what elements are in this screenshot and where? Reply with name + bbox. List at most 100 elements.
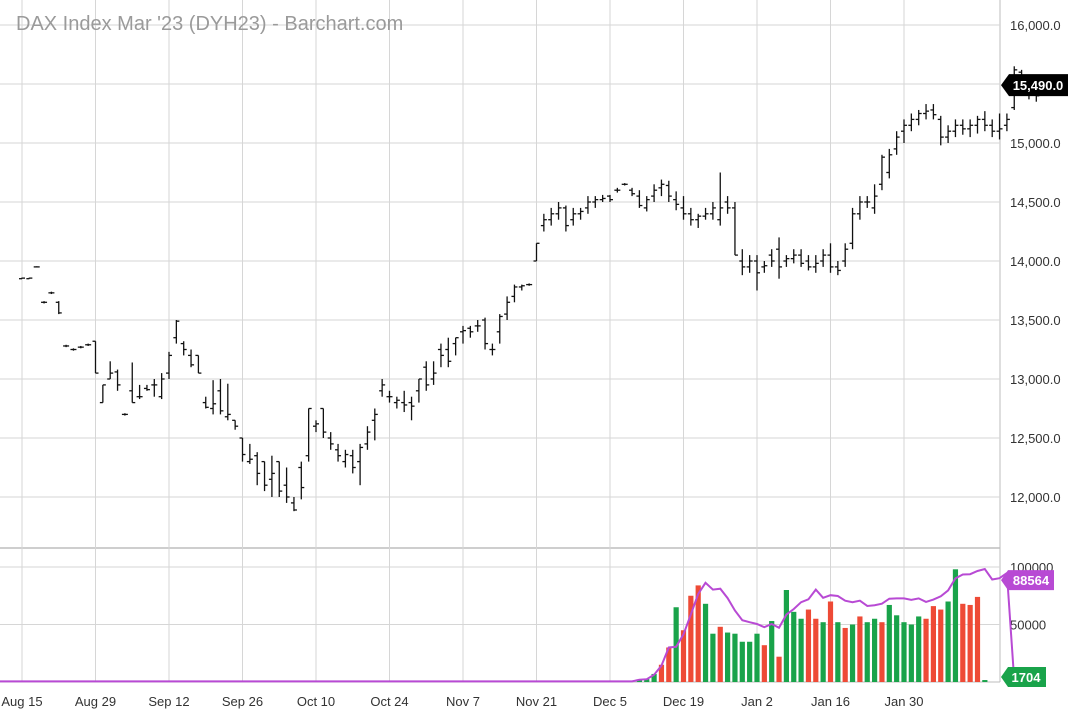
volume-bar — [894, 615, 900, 682]
ohlc-bar — [673, 191, 680, 211]
ohlc-bar — [798, 249, 805, 267]
ohlc-bar — [254, 452, 261, 486]
ohlc-bar — [651, 184, 658, 202]
volume-bar — [872, 618, 878, 682]
ohlc-bar — [452, 337, 459, 356]
volume-bar — [798, 618, 804, 682]
ohlc-bar — [63, 344, 70, 348]
ohlc-bar — [151, 379, 158, 397]
ohlc-bar — [217, 379, 224, 415]
y-tick-label: 15,000.0 — [1010, 136, 1061, 151]
ohlc-bar — [423, 361, 430, 391]
ohlc-bar — [511, 284, 518, 303]
ohlc-bar — [1003, 113, 1010, 132]
ohlc-bar — [26, 277, 33, 280]
ohlc-series — [19, 66, 1047, 512]
volume-bar — [710, 633, 716, 682]
ohlc-bar — [224, 383, 231, 421]
ohlc-bar — [437, 343, 444, 368]
volume-bar — [666, 647, 672, 682]
ohlc-bar — [687, 207, 694, 226]
volume-bar — [849, 624, 856, 682]
volume-y-tick-label: 50000 — [1010, 618, 1046, 633]
ohlc-bar — [761, 261, 768, 273]
ohlc-bar — [85, 343, 92, 346]
ohlc-bar — [695, 213, 702, 228]
ohlc-bar — [246, 443, 253, 464]
volume-bar — [835, 622, 841, 682]
ohlc-bar — [849, 207, 856, 250]
ohlc-bar — [188, 349, 195, 368]
ohlc-bar — [974, 115, 981, 134]
ohlc-bar — [342, 449, 349, 468]
volume-bar — [908, 624, 914, 682]
ohlc-bar — [504, 296, 511, 320]
ohlc-bar — [371, 408, 378, 441]
y-tick-label: 12,500.0 — [1010, 431, 1061, 446]
volume-bar — [725, 632, 731, 682]
ohlc-bar — [981, 111, 988, 132]
last-price-badge-shape — [1001, 74, 1068, 97]
volume-bar — [813, 618, 819, 682]
x-tick-label: Sep 26 — [222, 694, 263, 709]
ohlc-bar — [864, 196, 871, 208]
volume-bar — [945, 601, 951, 682]
volume-badge-shape — [1001, 667, 1046, 687]
ohlc-bar — [19, 277, 25, 280]
y-tick-label: 16,000.0 — [1010, 18, 1061, 33]
ohlc-bar — [856, 196, 863, 220]
ohlc-bar — [386, 390, 393, 403]
ohlc-bar — [526, 283, 533, 286]
ohlc-bar — [996, 113, 1003, 140]
ohlc-bar — [349, 449, 356, 474]
ohlc-bar — [33, 266, 40, 268]
volume-bar — [688, 595, 694, 682]
ohlc-bar — [908, 113, 915, 132]
ohlc-bar — [136, 384, 143, 400]
ohlc-bar — [592, 196, 599, 208]
ohlc-bar — [107, 361, 114, 380]
ohlc-bar — [548, 207, 555, 226]
ohlc-bar — [783, 255, 790, 267]
x-tick-label: Nov 7 — [446, 694, 480, 709]
ohlc-bar — [379, 379, 386, 397]
y-tick-label: 13,000.0 — [1010, 372, 1061, 387]
ohlc-bar — [570, 207, 577, 226]
ohlc-bar — [327, 432, 334, 450]
ohlc-bar — [393, 396, 400, 409]
ohlc-bar — [298, 461, 305, 500]
ohlc-bar — [901, 119, 907, 143]
ohlc-bar — [320, 407, 327, 438]
ma-badge: 88564 — [1001, 570, 1054, 591]
x-tick-label: Sep 12 — [148, 694, 189, 709]
ohlc-bar — [489, 343, 496, 356]
volume-bar — [842, 627, 848, 682]
ohlc-bar — [820, 249, 827, 267]
ohlc-bar — [202, 396, 209, 409]
volume-bar — [636, 679, 642, 682]
ohlc-bar — [445, 337, 452, 368]
x-tick-label: Jan 16 — [811, 694, 850, 709]
ohlc-bar — [482, 317, 489, 350]
ohlc-bar — [460, 325, 466, 344]
ohlc-bar — [776, 237, 783, 279]
ohlc-bar — [599, 194, 606, 202]
volume-bar — [769, 621, 775, 682]
volume-bar — [805, 609, 812, 682]
ohlc-bar — [607, 194, 613, 202]
ohlc-bar — [636, 190, 643, 208]
ohlc-bar — [313, 420, 319, 433]
volume-series — [636, 569, 988, 682]
volume-bar — [974, 596, 981, 682]
ohlc-bar — [658, 179, 665, 197]
ohlc-bar — [180, 341, 187, 356]
ohlc-bar — [48, 291, 55, 295]
volume-bar — [754, 633, 760, 682]
volume-bar — [761, 645, 767, 682]
ohlc-bar — [357, 443, 364, 486]
ohlc-bar — [210, 380, 217, 415]
ohlc-bar — [335, 443, 342, 462]
ohlc-bar — [614, 187, 621, 193]
